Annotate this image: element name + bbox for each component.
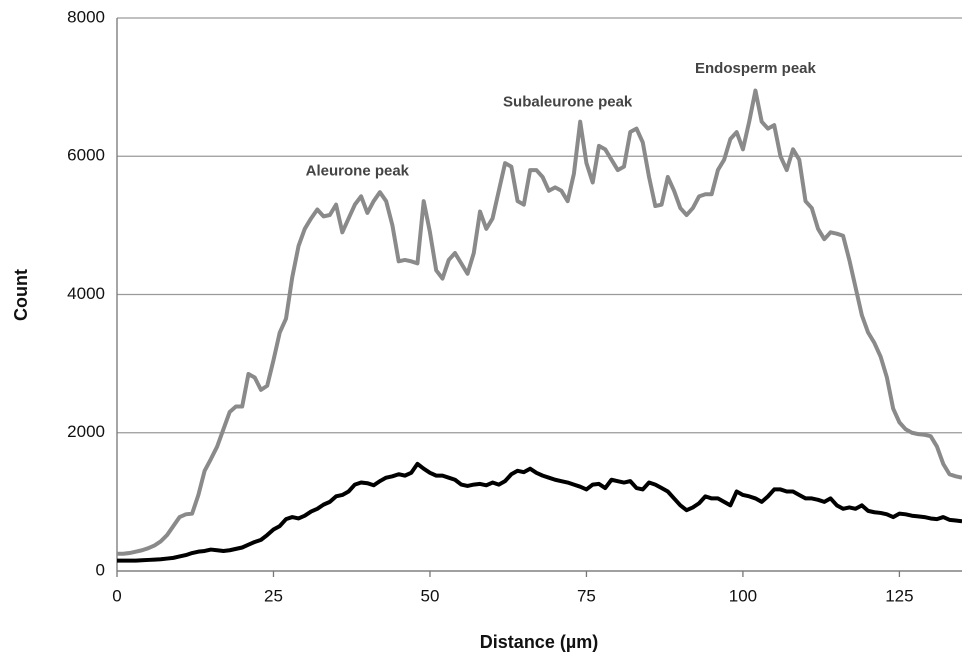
annotation: Subaleurone peak [503,93,633,110]
y-tick-label: 2000 [67,422,105,441]
x-tick-label: 125 [885,586,913,605]
y-tick-label: 6000 [67,146,105,165]
x-tick-label: 50 [421,586,440,605]
y-axis-title: Count [11,269,31,321]
annotation: Aleurone peak [306,162,410,179]
data-line [117,88,962,556]
x-axis-title: Distance (µm) [480,632,598,652]
x-tick-label: 75 [577,586,596,605]
x-tick-label: 25 [264,586,283,605]
y-tick-label: 8000 [67,7,105,26]
y-tick-label: 4000 [67,284,105,303]
annotation: Endosperm peak [695,60,817,77]
data-line [117,461,962,563]
x-tick-label: 0 [112,586,121,605]
x-tick-label: 100 [729,586,757,605]
y-tick-label: 0 [96,560,105,579]
